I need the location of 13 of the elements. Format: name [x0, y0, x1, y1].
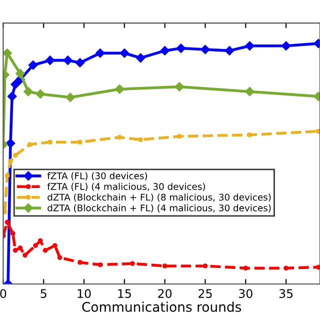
legend-label: dZTA (Blockchain + FL) (8 malicious, 30 devices) [48, 194, 271, 202]
x-tick-label: 5 [40, 289, 46, 298]
x-tick-label: 20 [158, 289, 172, 298]
legend-label: dZTA (Blockchain + FL) (4 malicious, 30 devices) [48, 204, 271, 212]
legend-label: fZTA (FL) (4 malicious, 30 devices) [47, 182, 205, 192]
x-tick-label: 0 [0, 289, 6, 298]
x-tick-label: 30 [239, 289, 252, 298]
legend-label: fZTA (FL) (30 devices) [47, 172, 147, 180]
x-tick-label: 15 [118, 289, 131, 298]
x-tick-label: 35 [279, 289, 293, 298]
x-tick-label: 10 [78, 289, 91, 298]
x-axis-title: Communications rounds [82, 302, 242, 312]
x-tick-label: 25 [198, 289, 212, 298]
